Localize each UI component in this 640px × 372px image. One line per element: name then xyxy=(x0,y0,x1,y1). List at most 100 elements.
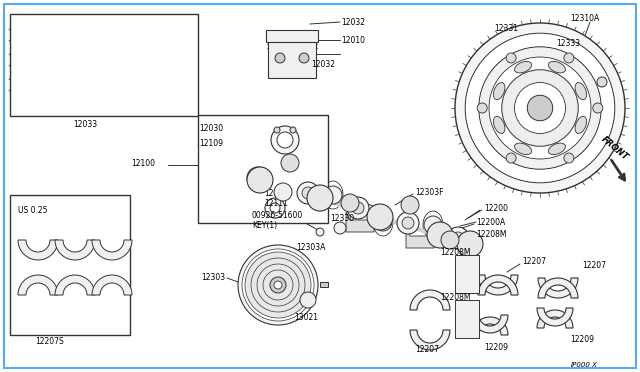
Ellipse shape xyxy=(493,116,505,134)
Text: FRONT: FRONT xyxy=(600,134,630,162)
Circle shape xyxy=(506,153,516,163)
Text: 12310A: 12310A xyxy=(570,13,600,22)
Polygon shape xyxy=(478,275,518,295)
Polygon shape xyxy=(286,196,314,216)
Text: 12111: 12111 xyxy=(264,189,288,198)
Text: 12303F: 12303F xyxy=(415,187,444,196)
Text: JP000 X: JP000 X xyxy=(570,362,597,368)
Text: 12208M: 12208M xyxy=(440,294,470,302)
Ellipse shape xyxy=(493,83,505,100)
Text: KEY(1): KEY(1) xyxy=(252,221,277,230)
Circle shape xyxy=(515,83,566,134)
Circle shape xyxy=(297,182,319,204)
Circle shape xyxy=(248,255,308,315)
Circle shape xyxy=(260,267,296,303)
Text: 12207: 12207 xyxy=(522,257,546,266)
Circle shape xyxy=(367,204,393,230)
Circle shape xyxy=(588,84,594,90)
Polygon shape xyxy=(472,317,508,335)
Bar xyxy=(198,115,328,223)
Text: 12100: 12100 xyxy=(131,158,155,167)
Polygon shape xyxy=(92,275,132,295)
Bar xyxy=(455,255,479,293)
Circle shape xyxy=(502,70,579,146)
Circle shape xyxy=(266,273,290,297)
Circle shape xyxy=(397,212,419,234)
Circle shape xyxy=(299,53,309,63)
Ellipse shape xyxy=(515,143,532,155)
Text: 12207: 12207 xyxy=(582,262,606,270)
Circle shape xyxy=(452,232,464,244)
Circle shape xyxy=(277,132,293,148)
Circle shape xyxy=(597,77,607,87)
Circle shape xyxy=(242,249,314,321)
Text: 13021: 13021 xyxy=(294,314,318,323)
Bar xyxy=(10,195,130,335)
Text: 12207: 12207 xyxy=(415,346,439,355)
Polygon shape xyxy=(410,290,450,310)
Text: 12010: 12010 xyxy=(341,35,365,45)
Text: 12030: 12030 xyxy=(199,124,223,132)
Text: 12200: 12200 xyxy=(484,203,508,212)
Text: 12209: 12209 xyxy=(484,343,508,353)
Bar xyxy=(320,282,328,287)
Circle shape xyxy=(254,261,302,309)
Polygon shape xyxy=(18,240,58,260)
Polygon shape xyxy=(538,278,578,298)
Circle shape xyxy=(324,186,342,204)
Circle shape xyxy=(334,222,346,234)
Circle shape xyxy=(300,292,316,308)
Text: 12303A: 12303A xyxy=(296,243,325,251)
Circle shape xyxy=(251,258,305,312)
Polygon shape xyxy=(55,240,95,260)
Circle shape xyxy=(563,84,568,90)
Polygon shape xyxy=(478,275,518,295)
Circle shape xyxy=(479,47,601,169)
Circle shape xyxy=(316,228,324,236)
Text: 00926-51600: 00926-51600 xyxy=(252,211,303,219)
Text: 12209: 12209 xyxy=(570,336,594,344)
Circle shape xyxy=(247,167,269,189)
Text: 12330: 12330 xyxy=(330,214,354,222)
Circle shape xyxy=(402,217,414,229)
Circle shape xyxy=(352,202,364,214)
Circle shape xyxy=(257,264,299,306)
Circle shape xyxy=(265,198,285,218)
Circle shape xyxy=(593,103,603,113)
Circle shape xyxy=(465,33,615,183)
Circle shape xyxy=(238,245,318,325)
Text: 12303: 12303 xyxy=(201,273,225,282)
Text: 12208M: 12208M xyxy=(440,247,470,257)
Text: US 0.25: US 0.25 xyxy=(18,205,47,215)
Polygon shape xyxy=(472,315,508,333)
Bar xyxy=(266,30,318,42)
Ellipse shape xyxy=(575,83,587,100)
Circle shape xyxy=(424,216,442,234)
Circle shape xyxy=(270,203,280,213)
Circle shape xyxy=(275,53,285,63)
Circle shape xyxy=(245,252,311,318)
Text: 12109: 12109 xyxy=(199,138,223,148)
Text: 12207S: 12207S xyxy=(36,337,65,346)
Circle shape xyxy=(341,194,359,212)
Circle shape xyxy=(457,231,483,257)
Circle shape xyxy=(427,222,453,248)
Circle shape xyxy=(455,23,625,193)
Circle shape xyxy=(564,53,574,63)
Ellipse shape xyxy=(575,116,587,134)
Circle shape xyxy=(281,154,299,172)
Circle shape xyxy=(290,127,296,133)
Ellipse shape xyxy=(548,61,566,73)
Circle shape xyxy=(252,172,264,184)
Circle shape xyxy=(374,213,392,231)
Circle shape xyxy=(274,127,280,133)
Circle shape xyxy=(527,95,553,121)
Text: 12333: 12333 xyxy=(556,38,580,48)
Circle shape xyxy=(506,53,516,63)
Circle shape xyxy=(347,197,369,219)
Ellipse shape xyxy=(515,61,532,73)
Polygon shape xyxy=(346,212,374,232)
Circle shape xyxy=(564,153,574,163)
Text: 12111: 12111 xyxy=(264,199,288,208)
Polygon shape xyxy=(55,275,95,295)
